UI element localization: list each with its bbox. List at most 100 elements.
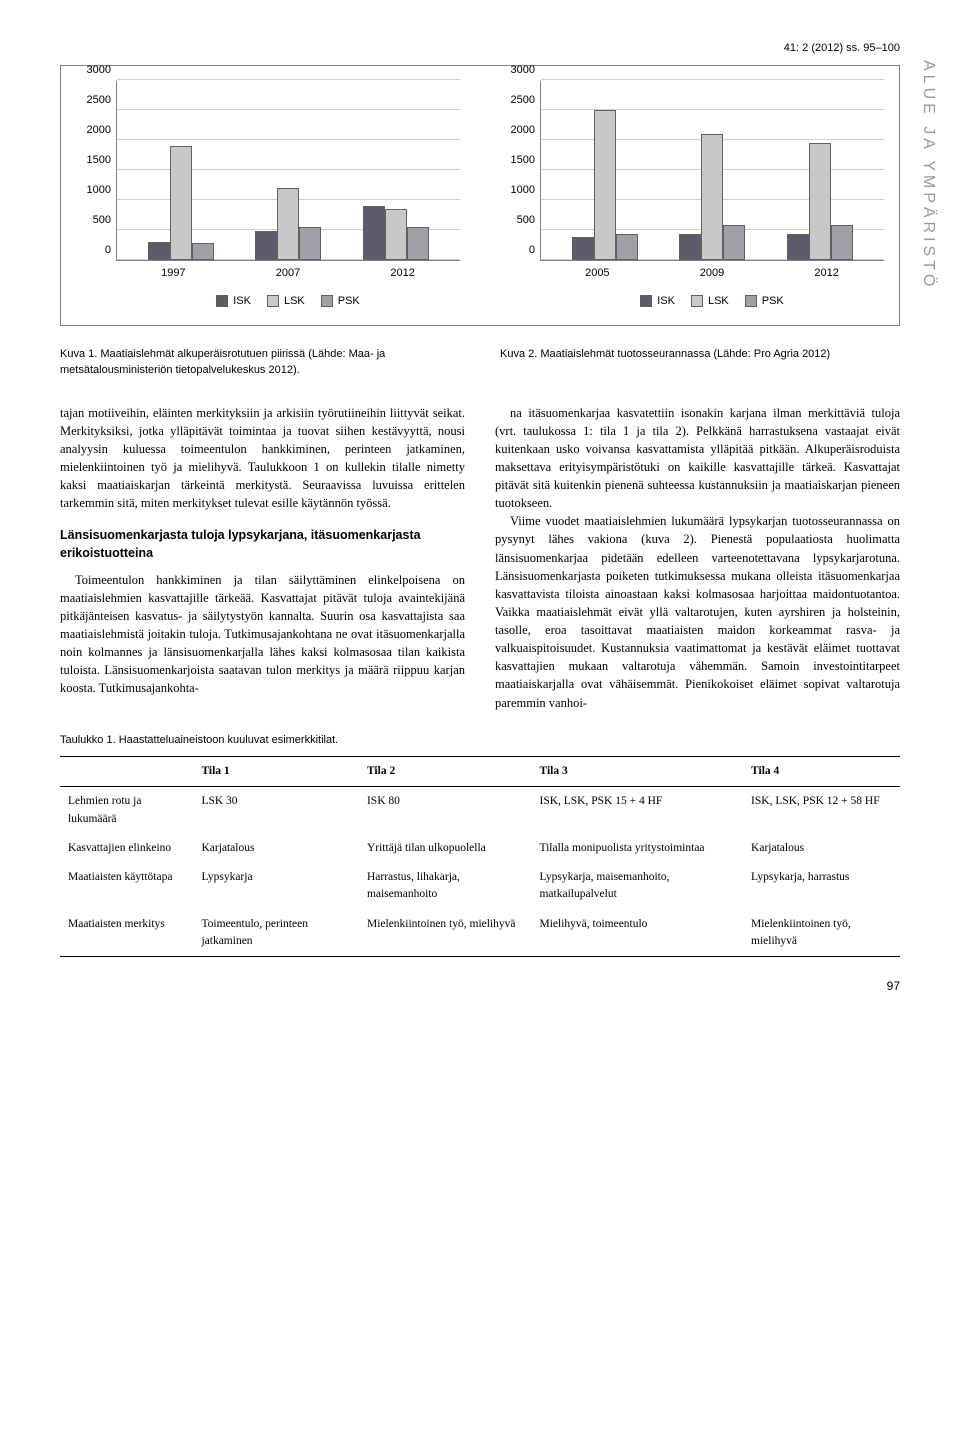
table-header: Tila 3 (531, 757, 743, 787)
bar (572, 237, 594, 260)
legend-label: ISK (657, 293, 675, 310)
bar-group (572, 110, 638, 260)
y-axis-label: 500 (93, 212, 111, 229)
bar-group (363, 206, 429, 260)
bar (831, 225, 853, 260)
y-axis-label: 1500 (87, 152, 111, 169)
bar (299, 227, 321, 259)
table-header: Tila 4 (743, 757, 900, 787)
legend-swatch (745, 295, 757, 307)
legend-item: LSK (267, 293, 305, 310)
legend-swatch (640, 295, 652, 307)
chart-1: 050010001500200025003000 199720072012 IS… (76, 81, 460, 310)
legend-item: PSK (321, 293, 360, 310)
legend-item: ISK (640, 293, 675, 310)
table-cell: LSK 30 (193, 787, 359, 834)
y-axis-label: 1000 (511, 182, 535, 199)
table-header: Tila 2 (359, 757, 532, 787)
bar (594, 110, 616, 260)
table-row: Maatiaisten merkitysToimeentulo, perinte… (60, 910, 900, 957)
x-axis-label: 2012 (390, 265, 414, 282)
bar-group (679, 134, 745, 260)
legend-item: ISK (216, 293, 251, 310)
table-cell: Toimeentulo, perinteen jatkaminen (193, 910, 359, 957)
table-header (60, 757, 193, 787)
table-row: Kasvattajien elinkeinoKarjatalousYrittäj… (60, 834, 900, 863)
chart-2: 050010001500200025003000 200520092012 IS… (500, 81, 884, 310)
paragraph: tajan motiiveihin, eläinten merkityksiin… (60, 404, 465, 513)
legend-swatch (267, 295, 279, 307)
x-axis-label: 2007 (276, 265, 300, 282)
bar (170, 146, 192, 260)
paragraph: Viime vuodet maatiaislehmien lukumäärä l… (495, 512, 900, 711)
legend-swatch (691, 295, 703, 307)
table-row: Lehmien rotu ja lukumääräLSK 30ISK 80ISK… (60, 787, 900, 834)
bar (616, 234, 638, 260)
legend-item: LSK (691, 293, 729, 310)
table-caption: Taulukko 1. Haastatteluaineistoon kuuluv… (60, 732, 900, 749)
table-cell: ISK, LSK, PSK 12 + 58 HF (743, 787, 900, 834)
table-cell: Mielenkiintoinen työ, mielihyvä (359, 910, 532, 957)
legend-swatch (216, 295, 228, 307)
bar (679, 234, 701, 259)
table-cell: Karjatalous (743, 834, 900, 863)
legend-item: PSK (745, 293, 784, 310)
journal-reference: 41: 2 (2012) ss. 95–100 (60, 40, 900, 57)
y-axis-label: 1000 (87, 182, 111, 199)
paragraph: Toimeentulon hankkiminen ja tilan säilyt… (60, 571, 465, 698)
bar-group (255, 188, 321, 260)
body-text: tajan motiiveihin, eläinten merkityksiin… (60, 404, 900, 712)
y-axis-label: 2500 (87, 92, 111, 109)
legend-label: LSK (284, 293, 305, 310)
bar (148, 242, 170, 260)
y-axis-label: 3000 (87, 62, 111, 79)
bar-group (787, 143, 853, 260)
legend-label: ISK (233, 293, 251, 310)
legend-label: PSK (762, 293, 784, 310)
legend-label: LSK (708, 293, 729, 310)
bar (407, 227, 429, 259)
bar (809, 143, 831, 260)
legend-label: PSK (338, 293, 360, 310)
bar-group (148, 146, 214, 260)
table-cell: Mielenkiintoinen työ, mielihyvä (743, 910, 900, 957)
table-cell: Harrastus, lihakarja, maisemanhoito (359, 863, 532, 910)
bar (277, 188, 299, 260)
x-axis-label: 2009 (700, 265, 724, 282)
y-axis-label: 2000 (87, 122, 111, 139)
y-axis-label: 0 (105, 242, 111, 259)
legend-swatch (321, 295, 333, 307)
bar (385, 209, 407, 260)
table-cell: Maatiaisten käyttötapa (60, 863, 193, 910)
charts-container: 050010001500200025003000 199720072012 IS… (60, 65, 900, 326)
table-cell: Lypsykarja (193, 863, 359, 910)
data-table: Tila 1Tila 2Tila 3Tila 4 Lehmien rotu ja… (60, 756, 900, 957)
x-axis-label: 2005 (585, 265, 609, 282)
bar (192, 243, 214, 260)
caption-figure-2: Kuva 2. Maatiaislehmät tuotosseurannassa… (500, 346, 900, 379)
table-cell: Karjatalous (193, 834, 359, 863)
table-cell: Lypsykarja, maisemanhoito, matkailupalve… (531, 863, 743, 910)
table-cell: Yrittäjä tilan ulkopuolella (359, 834, 532, 863)
table-cell: Mielihyvä, toimeentulo (531, 910, 743, 957)
y-axis-label: 500 (517, 212, 535, 229)
x-axis-label: 2012 (814, 265, 838, 282)
y-axis-label: 2500 (511, 92, 535, 109)
caption-figure-1: Kuva 1. Maatiaislehmät alkuperäisrotutue… (60, 346, 460, 379)
table-cell: ISK 80 (359, 787, 532, 834)
bar (255, 231, 277, 260)
table-header: Tila 1 (193, 757, 359, 787)
page-number: 97 (60, 977, 900, 995)
subheading: Länsisuomenkarjasta tuloja lypsykarjana,… (60, 526, 465, 562)
y-axis-label: 3000 (511, 62, 535, 79)
bar (787, 234, 809, 259)
bar (723, 225, 745, 260)
table-row: Maatiaisten käyttötapaLypsykarjaHarrastu… (60, 863, 900, 910)
bar (363, 206, 385, 260)
table-cell: ISK, LSK, PSK 15 + 4 HF (531, 787, 743, 834)
section-sidebar-label: ALUE JA YMPÄRISTÖ (916, 60, 940, 290)
paragraph: na itäsuomenkarjaa kasvatettiin isonakin… (495, 404, 900, 513)
table-cell: Maatiaisten merkitys (60, 910, 193, 957)
figure-captions: Kuva 1. Maatiaislehmät alkuperäisrotutue… (60, 346, 900, 379)
table-cell: Kasvattajien elinkeino (60, 834, 193, 863)
